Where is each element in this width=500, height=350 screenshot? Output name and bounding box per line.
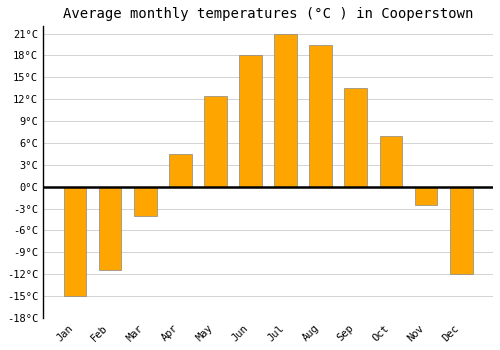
Bar [239, 55, 262, 187]
Bar [98, 187, 122, 271]
Bar [310, 44, 332, 187]
Bar [450, 187, 472, 274]
Bar [134, 187, 156, 216]
Title: Average monthly temperatures (°C ) in Cooperstown: Average monthly temperatures (°C ) in Co… [63, 7, 473, 21]
Bar [204, 96, 227, 187]
Bar [274, 34, 297, 187]
Bar [380, 135, 402, 187]
Bar [414, 187, 438, 205]
Bar [64, 187, 86, 296]
Bar [169, 154, 192, 187]
Bar [344, 88, 368, 187]
